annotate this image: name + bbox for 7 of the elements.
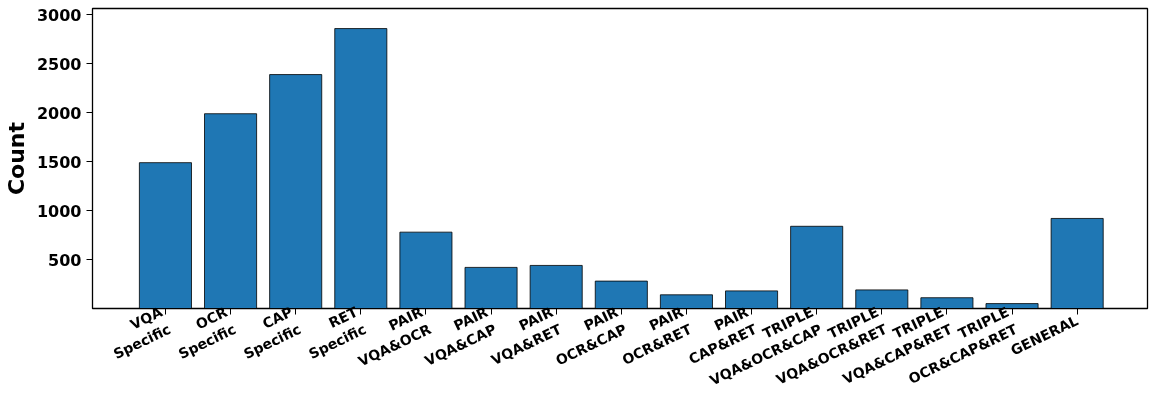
y-tick-label: 2000 bbox=[36, 103, 82, 123]
y-tick-label: 1000 bbox=[36, 201, 82, 221]
y-tick-label: 1500 bbox=[36, 152, 82, 172]
y-tick-label: 2500 bbox=[36, 54, 82, 74]
y-tick-label: 500 bbox=[48, 250, 82, 270]
y-tick-label: 3000 bbox=[36, 5, 82, 25]
y-axis-title: Count bbox=[3, 121, 29, 196]
